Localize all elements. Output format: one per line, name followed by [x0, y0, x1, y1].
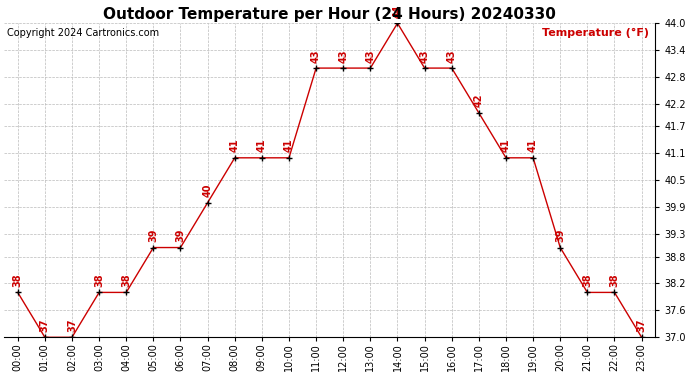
Text: 43: 43: [338, 49, 348, 63]
Text: Temperature (°F): Temperature (°F): [542, 28, 649, 38]
Text: 38: 38: [582, 273, 593, 287]
Text: 43: 43: [366, 49, 375, 63]
Text: 37: 37: [637, 318, 647, 332]
Text: 41: 41: [257, 139, 267, 152]
Text: 38: 38: [12, 273, 23, 287]
Text: 38: 38: [121, 273, 131, 287]
Title: Outdoor Temperature per Hour (24 Hours) 20240330: Outdoor Temperature per Hour (24 Hours) …: [104, 7, 556, 22]
Text: 42: 42: [474, 94, 484, 107]
Text: Copyright 2024 Cartronics.com: Copyright 2024 Cartronics.com: [8, 28, 159, 38]
Text: 40: 40: [203, 184, 213, 197]
Text: 43: 43: [446, 49, 457, 63]
Text: 37: 37: [67, 318, 77, 332]
Text: 39: 39: [555, 228, 565, 242]
Text: 39: 39: [175, 228, 186, 242]
Text: 38: 38: [609, 273, 620, 287]
Text: 38: 38: [94, 273, 104, 287]
Text: 44: 44: [393, 4, 402, 18]
Text: 37: 37: [40, 318, 50, 332]
Text: 39: 39: [148, 228, 159, 242]
Text: 41: 41: [284, 139, 294, 152]
Text: 41: 41: [528, 139, 538, 152]
Text: 43: 43: [420, 49, 430, 63]
Text: 41: 41: [501, 139, 511, 152]
Text: 43: 43: [311, 49, 321, 63]
Text: 41: 41: [230, 139, 239, 152]
